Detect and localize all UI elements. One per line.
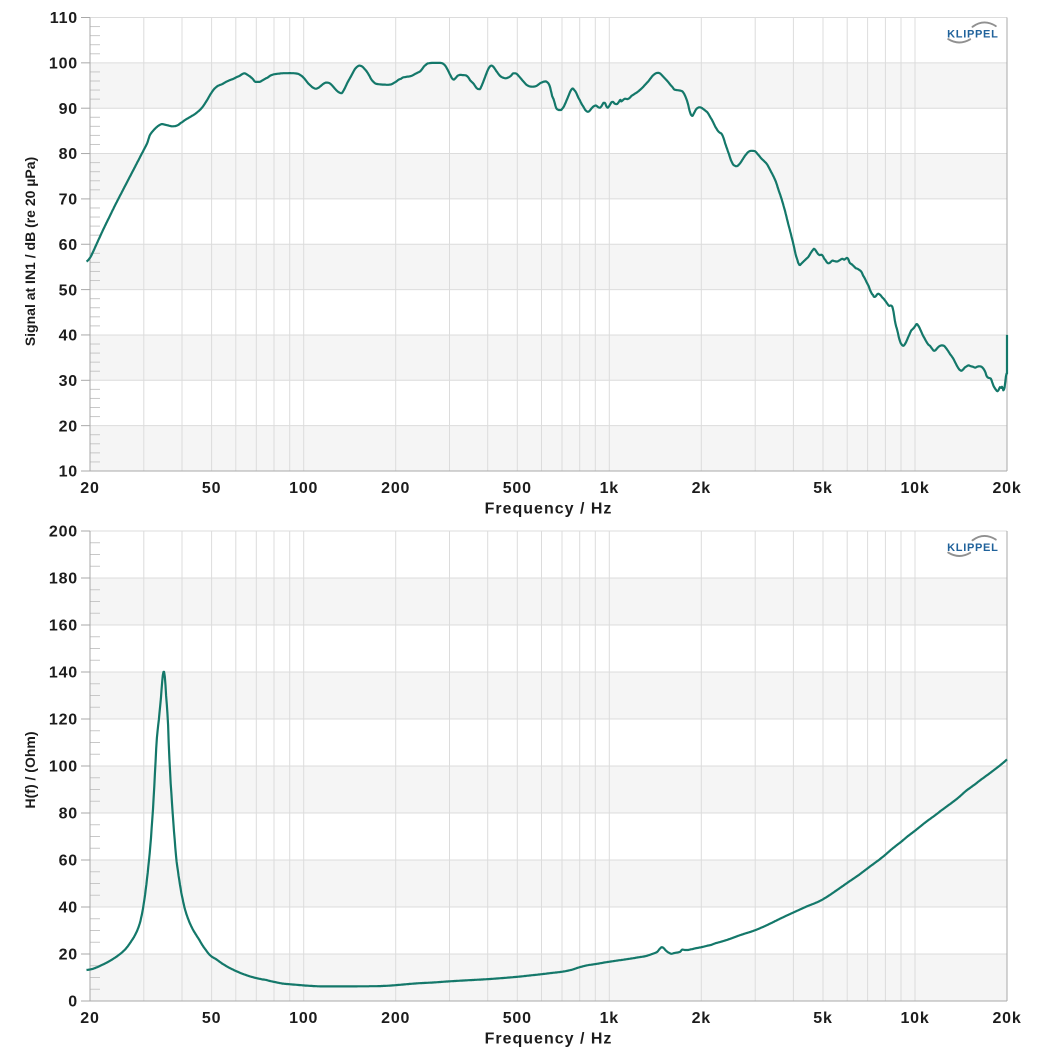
svg-text:160: 160 (49, 618, 78, 635)
svg-text:100: 100 (49, 56, 78, 73)
svg-text:60: 60 (59, 853, 78, 870)
svg-text:120: 120 (49, 712, 78, 729)
svg-text:40: 40 (59, 328, 78, 345)
svg-text:90: 90 (59, 101, 78, 118)
svg-text:10: 10 (59, 464, 78, 481)
svg-text:20: 20 (80, 480, 99, 497)
svg-text:40: 40 (59, 900, 78, 917)
svg-text:20: 20 (59, 418, 78, 435)
svg-text:1k: 1k (600, 480, 619, 497)
svg-text:20k: 20k (992, 480, 1021, 497)
svg-text:50: 50 (202, 480, 221, 497)
svg-text:200: 200 (381, 480, 410, 497)
svg-text:70: 70 (59, 192, 78, 209)
svg-text:Signal at IN1 / dB (re 20 µPa): Signal at IN1 / dB (re 20 µPa) (22, 157, 38, 346)
svg-text:2k: 2k (692, 480, 711, 497)
svg-text:50: 50 (59, 282, 78, 299)
svg-text:180: 180 (49, 571, 78, 588)
svg-text:Frequency / Hz: Frequency / Hz (485, 1031, 613, 1048)
svg-text:20: 20 (59, 947, 78, 964)
svg-text:10k: 10k (900, 1010, 929, 1027)
svg-text:1k: 1k (600, 1010, 619, 1027)
svg-text:10k: 10k (900, 480, 929, 497)
svg-text:100: 100 (289, 480, 318, 497)
svg-text:500: 500 (503, 1010, 532, 1027)
svg-text:100: 100 (289, 1010, 318, 1027)
svg-text:100: 100 (49, 759, 78, 776)
svg-text:KLIPPEL: KLIPPEL (947, 542, 998, 554)
svg-text:80: 80 (59, 146, 78, 163)
svg-text:30: 30 (59, 373, 78, 390)
svg-text:80: 80 (59, 806, 78, 823)
svg-text:5k: 5k (813, 1010, 832, 1027)
svg-text:500: 500 (503, 480, 532, 497)
svg-text:5k: 5k (813, 480, 832, 497)
svg-text:20k: 20k (992, 1010, 1021, 1027)
svg-text:110: 110 (50, 10, 78, 27)
svg-text:140: 140 (49, 665, 78, 682)
svg-text:KLIPPEL: KLIPPEL (947, 28, 998, 40)
svg-text:0: 0 (68, 994, 78, 1011)
svg-text:60: 60 (59, 237, 78, 254)
svg-text:20: 20 (80, 1010, 99, 1027)
svg-text:200: 200 (381, 1010, 410, 1027)
svg-text:Frequency / Hz: Frequency / Hz (485, 501, 613, 518)
svg-text:2k: 2k (692, 1010, 711, 1027)
svg-text:50: 50 (202, 1010, 221, 1027)
svg-text:H(f) / (Ohm): H(f) / (Ohm) (22, 732, 38, 809)
svg-text:200: 200 (49, 524, 78, 541)
